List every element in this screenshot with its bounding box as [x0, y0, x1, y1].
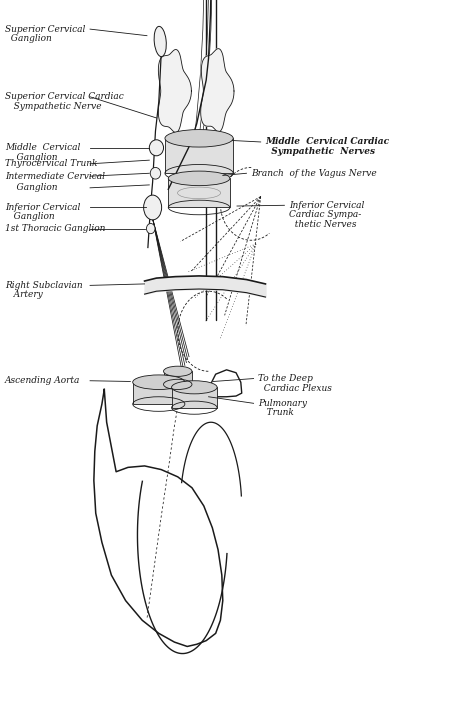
Ellipse shape — [154, 26, 166, 57]
Text: Right Subclavian: Right Subclavian — [5, 281, 82, 290]
Text: Pulmonary: Pulmonary — [258, 399, 307, 408]
Ellipse shape — [133, 375, 185, 389]
Text: Ganglion: Ganglion — [5, 34, 52, 43]
Text: Superior Cervical: Superior Cervical — [5, 25, 85, 33]
Bar — [133, 382, 185, 404]
Text: Thyrocervical Trunk: Thyrocervical Trunk — [5, 159, 97, 168]
Text: Intermediate Cervical: Intermediate Cervical — [5, 172, 105, 181]
Polygon shape — [201, 49, 234, 132]
Text: Inferior Cervical: Inferior Cervical — [289, 201, 365, 210]
Text: Ganglion: Ganglion — [5, 183, 57, 192]
Ellipse shape — [149, 140, 164, 156]
Text: Sympathetic Nerve: Sympathetic Nerve — [5, 102, 101, 111]
Text: Cardiac Sympa-: Cardiac Sympa- — [289, 210, 361, 219]
Text: 1st Thoracic Ganglion: 1st Thoracic Ganglion — [5, 224, 105, 233]
Text: Cardiac Plexus: Cardiac Plexus — [258, 384, 332, 392]
Polygon shape — [158, 50, 191, 132]
Ellipse shape — [168, 171, 230, 186]
Text: Artery: Artery — [5, 290, 43, 299]
Bar — [168, 178, 230, 207]
Ellipse shape — [172, 381, 217, 394]
Text: Ganglion: Ganglion — [5, 153, 57, 162]
Ellipse shape — [146, 223, 155, 234]
Bar — [165, 138, 233, 173]
Bar — [172, 387, 217, 408]
Text: Trunk: Trunk — [258, 408, 294, 417]
Bar — [164, 371, 192, 384]
Text: Inferior Cervical: Inferior Cervical — [5, 203, 80, 212]
Text: To the Deep: To the Deep — [258, 374, 313, 383]
Text: Ascending Aorta: Ascending Aorta — [5, 376, 80, 385]
Ellipse shape — [164, 366, 192, 376]
Text: Sympathetic  Nerves: Sympathetic Nerves — [265, 147, 375, 156]
Ellipse shape — [165, 130, 233, 147]
Text: Middle  Cervical Cardiac: Middle Cervical Cardiac — [265, 138, 390, 146]
Text: Ganglion: Ganglion — [5, 213, 55, 221]
Text: Superior Cervical Cardiac: Superior Cervical Cardiac — [5, 92, 124, 101]
Text: Branch  of the Vagus Nerve: Branch of the Vagus Nerve — [251, 169, 377, 178]
Text: thetic Nerves: thetic Nerves — [289, 220, 356, 229]
Ellipse shape — [144, 195, 162, 220]
Ellipse shape — [150, 167, 161, 179]
Text: Middle  Cervical: Middle Cervical — [5, 143, 80, 152]
